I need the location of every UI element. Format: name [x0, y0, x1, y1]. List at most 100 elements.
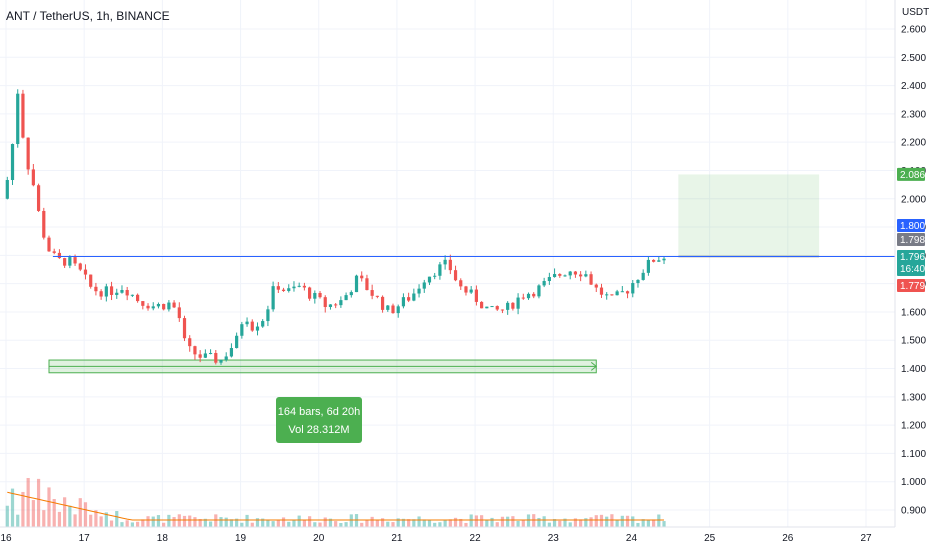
candle-body-102: [537, 285, 541, 297]
volume-bar-79: [417, 516, 421, 527]
volume-bar-72: [380, 518, 385, 527]
candle-body-9: [52, 251, 56, 253]
time-axis[interactable]: 16 17 18 19 20 21 22 23 24 25 26 27: [0, 526, 895, 544]
price-label-0: 2.086: [900, 170, 925, 181]
y-tick-label-17: 0.900: [901, 506, 926, 517]
candle-body-54: [287, 288, 291, 291]
x-tick-label-2: 18: [157, 533, 169, 544]
candle-body-31: [167, 302, 171, 310]
candle-body-53: [281, 289, 286, 291]
candle-body-45: [240, 324, 244, 336]
candle-body-17: [94, 286, 98, 292]
y-tick-label-14: 1.200: [901, 421, 926, 432]
candle-body-52: [276, 286, 280, 290]
candle-body-26: [141, 301, 145, 306]
x-tick-label-0: 16: [0, 533, 12, 544]
candle-body-106: [558, 274, 562, 276]
volume-bar-122: [641, 519, 645, 527]
volume-bar-68: [360, 522, 364, 527]
x-tick-label-3: 19: [235, 533, 247, 544]
candle-body-59: [313, 292, 317, 299]
x-tick-label-10: 26: [782, 533, 794, 544]
volume-bar-74: [391, 522, 395, 527]
volume-bar-66: [349, 514, 353, 527]
volume-bar-87: [459, 518, 463, 527]
candle-body-33: [177, 307, 181, 319]
volume-bar-97: [511, 516, 515, 527]
candle-body-65: [344, 295, 348, 301]
volume-bar-33: [177, 514, 181, 527]
volume-bar-121: [636, 522, 640, 527]
candle-body-58: [308, 287, 312, 299]
volume-bar-54: [287, 521, 291, 527]
candle-body-117: [615, 291, 619, 296]
volume-bar-5: [31, 500, 35, 527]
volume-bar-52: [276, 520, 280, 527]
candle-body-55: [292, 286, 296, 289]
volume-bar-12: [68, 505, 72, 527]
price-label-bg-2: [897, 233, 925, 246]
candle-body-5: [31, 169, 35, 186]
volume-bar-67: [354, 514, 359, 527]
volume-bar-1: [10, 488, 15, 527]
volume-bar-28: [151, 516, 155, 527]
volume-bar-27: [146, 516, 150, 527]
candle-body-66: [349, 292, 353, 296]
volume-bar-73: [386, 521, 390, 527]
candle-body-24: [130, 294, 134, 296]
candle-body-40: [214, 352, 218, 363]
volume-bar-78: [412, 519, 416, 527]
price-label-bg-4: [897, 279, 925, 292]
price-label-3: 1.796: [900, 252, 925, 263]
volume-bar-89: [469, 514, 473, 527]
volume-bar-118: [620, 515, 624, 527]
candle-body-89: [469, 289, 473, 293]
candle-body-18: [99, 291, 103, 297]
volume-bar-115: [605, 516, 609, 527]
volume-bar-38: [203, 518, 207, 527]
volume-bar-70: [370, 516, 374, 527]
volume-bar-2: [16, 514, 20, 527]
volume-bar-100: [526, 514, 531, 527]
candle-body-104: [547, 277, 551, 282]
candle-body-6: [36, 185, 41, 211]
volume-bar-42: [224, 517, 228, 527]
volume-bar-84: [443, 520, 447, 527]
volume-bar-0: [5, 505, 9, 527]
candle-body-91: [480, 301, 484, 309]
candle-body-8: [47, 237, 51, 252]
symbol-title[interactable]: ANT / TetherUS, 1h, BINANCE: [6, 9, 170, 23]
volume-bar-107: [563, 518, 567, 527]
volume-bar-47: [250, 522, 254, 527]
volume-bar-7: [42, 510, 46, 527]
candle-body-122: [641, 272, 645, 280]
volume-bar-98: [516, 520, 520, 527]
candle-body-37: [198, 354, 202, 358]
candle-body-2: [16, 93, 20, 144]
volume-bar-6: [36, 478, 41, 527]
volume-bar-83: [438, 522, 442, 527]
measure-label-bars: 164 bars, 6d 20h: [278, 406, 361, 418]
volume-bar-37: [198, 519, 202, 527]
volume-bar-14: [78, 498, 82, 527]
volume-bar-65: [344, 522, 348, 527]
volume-bar-96: [506, 516, 510, 527]
volume-bar-48: [255, 518, 260, 527]
volume-bar-45: [240, 522, 244, 527]
volume-bar-80: [422, 519, 426, 527]
candle-body-126: [662, 258, 666, 261]
volume-bar-108: [568, 522, 572, 527]
candle-body-79: [417, 288, 421, 294]
candle-body-39: [208, 352, 213, 354]
candle-body-1: [10, 143, 15, 181]
candle-body-21: [115, 292, 119, 295]
price-label-bg-1: [897, 219, 925, 232]
candle-body-103: [542, 281, 546, 286]
candle-body-50: [266, 309, 270, 322]
candle-body-119: [625, 291, 630, 294]
candle-body-19: [104, 286, 108, 297]
volume-bar-61: [323, 517, 327, 527]
